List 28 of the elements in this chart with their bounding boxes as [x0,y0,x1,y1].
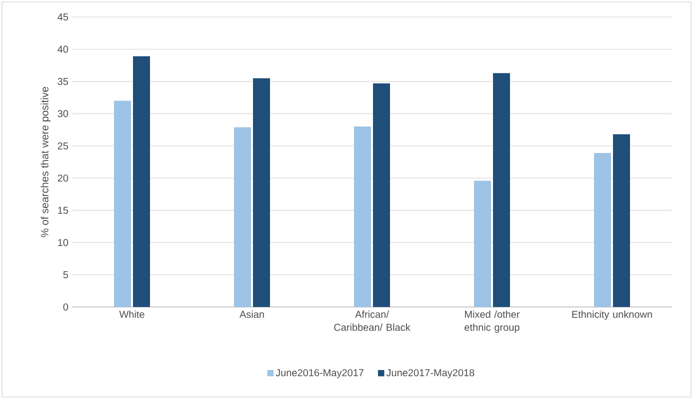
y-tick-label: 25 [58,142,68,150]
y-tick-label: 15 [58,206,68,214]
y-tick-label: 35 [58,78,68,85]
bar [373,83,390,307]
x-tick-label: White [119,310,144,318]
bar [133,56,150,307]
bar [354,126,372,307]
bar [493,73,510,307]
y-tick-label: 30 [58,110,68,118]
x-tick-label: African/ Caribbean/ Black [334,310,410,331]
x-tick-label: Mixed /other ethnic group [464,310,520,333]
y-tick-label: 10 [58,239,68,246]
legend-label: June2016-May2017 [276,369,364,378]
legend-label: June2017-May2018 [386,369,474,378]
bar [594,152,612,307]
y-tick-label: 40 [58,46,68,53]
y-tick-label: 5 [63,271,68,278]
x-tick-label: Ethnicity unknown [572,310,652,320]
bar [613,134,630,307]
bar [474,180,492,307]
bar [234,127,251,307]
bar [114,100,131,307]
bar [253,78,270,307]
y-tick-label: 45 [58,14,68,20]
y-axis-title: % of searches that were positive [40,86,50,238]
x-tick-label: Asian [240,310,264,318]
y-tick-label: 20 [58,174,68,182]
y-tick-label: 0 [63,303,68,311]
